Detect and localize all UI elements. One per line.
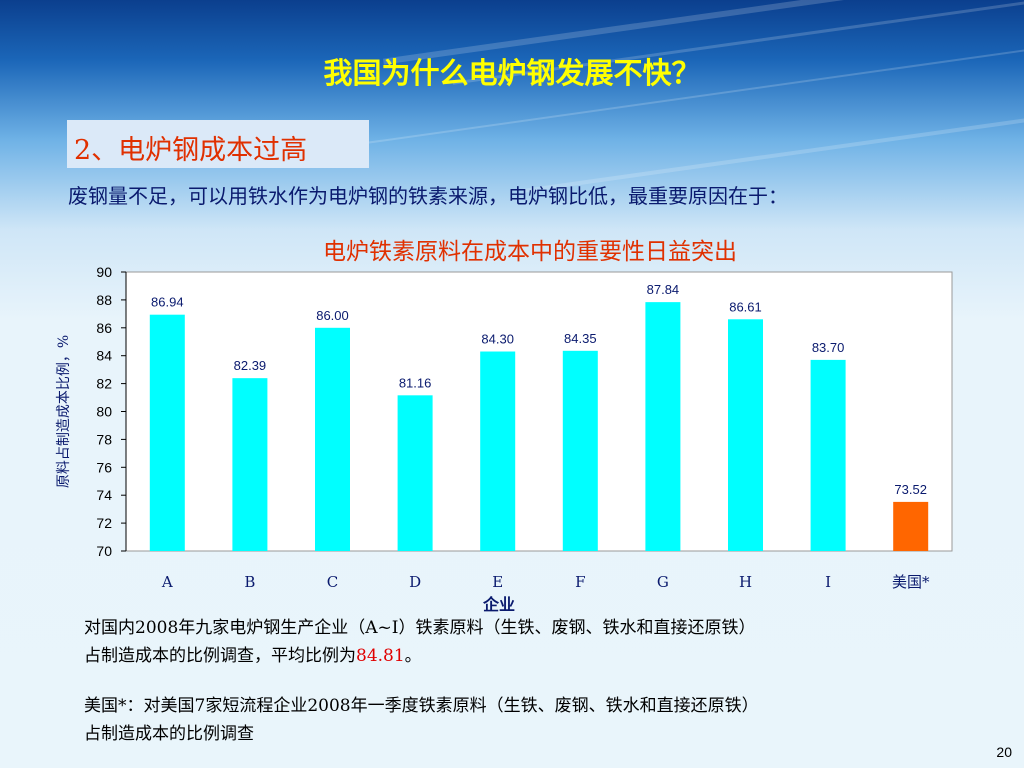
y-tick-label: 84: [96, 348, 112, 364]
data-label: 84.35: [564, 331, 597, 346]
domestic-note: 对国内2008年九家电炉钢生产企业（A~I）铁素原料（生铁、废钢、铁水和直接还原…: [84, 614, 984, 670]
domestic-average-value: 84.81: [356, 646, 405, 666]
bar-e: [480, 351, 516, 551]
us-note-line2: 占制造成本的比例调查: [84, 724, 254, 744]
y-tick-label: 86: [96, 320, 112, 336]
y-tick-label: 78: [96, 431, 112, 447]
x-tick-label: B: [244, 573, 255, 591]
x-tick-label: 美国*: [892, 573, 930, 591]
y-tick-label: 72: [96, 515, 112, 531]
data-label: 84.30: [481, 332, 514, 347]
x-tick-label: F: [575, 573, 585, 591]
domestic-note-suffix: 。: [404, 646, 422, 666]
bar-c: [315, 327, 350, 551]
y-tick-label: 82: [96, 376, 112, 392]
y-tick-label: 70: [96, 543, 112, 559]
section-label: 2、电炉钢成本过高: [74, 135, 308, 166]
y-tick-label: 76: [96, 459, 112, 475]
x-tick-label: I: [825, 573, 831, 591]
data-label: 87.84: [647, 282, 680, 297]
x-tick-label: C: [327, 573, 338, 591]
page-number: 20: [996, 744, 1012, 760]
x-axis-label: 企业: [482, 595, 515, 614]
slide-title: 我国为什么电炉钢发展不快？: [323, 56, 701, 90]
bar-i: [810, 359, 846, 551]
y-axis-label: 原料占制造成本比例，%: [56, 335, 72, 488]
data-label: 81.16: [399, 375, 432, 390]
data-label: 86.00: [316, 308, 349, 323]
bar-chart: 70 72 74 76 78 80 82 84 86 88 90 86.94 A 82.39 B 86.00 C…: [56, 264, 953, 614]
data-label: 86.61: [729, 299, 762, 314]
bar-h: [728, 319, 763, 551]
bar-b: [232, 378, 268, 551]
y-tick-label: 90: [96, 264, 112, 280]
y-tick-label: 80: [96, 404, 112, 420]
domestic-note-line2: 占制造成本的比例调查，平均比例为84.81。: [84, 642, 984, 670]
x-tick-label: D: [409, 573, 421, 591]
bar-d: [397, 395, 433, 551]
data-label: 83.70: [812, 340, 845, 355]
section-label-box: [67, 120, 369, 168]
x-tick-label: H: [739, 573, 752, 591]
data-label: 73.52: [894, 482, 927, 497]
bar-f: [562, 350, 598, 551]
data-label: 82.39: [234, 358, 267, 373]
lead-text: 废钢量不足，可以用铁水作为电炉钢的铁素来源，电炉钢比低，最重要原因在于：: [68, 184, 788, 208]
us-note: 美国*：对美国7家短流程企业2008年一季度铁素原料（生铁、废钢、铁水和直接还原…: [84, 692, 984, 748]
y-tick-label: 88: [96, 292, 112, 308]
domestic-note-prefix: 占制造成本的比例调查，平均比例为: [84, 646, 356, 666]
x-tick-label: E: [492, 573, 503, 591]
us-note-line1: 美国*：对美国7家短流程企业2008年一季度铁素原料（生铁、废钢、铁水和直接还原…: [84, 696, 759, 716]
x-tick-label: A: [161, 573, 173, 591]
data-label: 86.94: [151, 295, 184, 310]
y-tick-label: 74: [96, 487, 112, 503]
chart-title: 电炉铁素原料在成本中的重要性日益突出: [323, 239, 737, 265]
bar-a: [149, 314, 185, 551]
x-tick-label: G: [657, 573, 669, 591]
bar-g: [645, 302, 681, 551]
bar-us: [893, 501, 929, 551]
domestic-note-line1: 对国内2008年九家电炉钢生产企业（A~I）铁素原料（生铁、废钢、铁水和直接还原…: [84, 618, 756, 638]
